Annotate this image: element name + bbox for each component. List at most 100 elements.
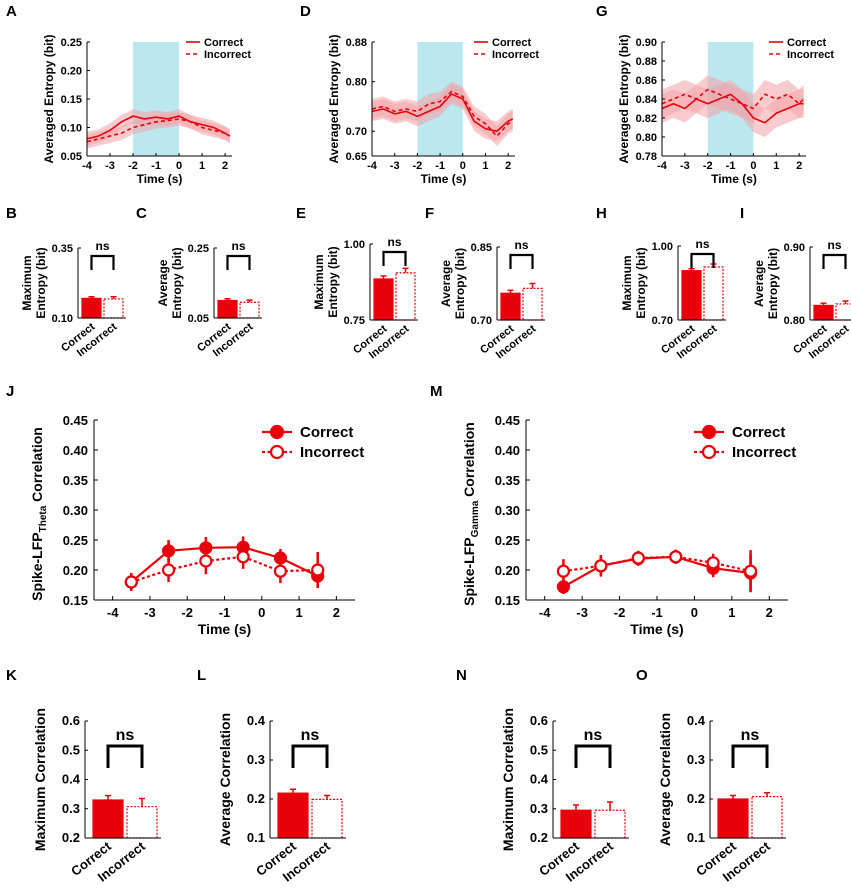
y-tick-label: 0.35 — [63, 473, 88, 488]
panel-label: C — [136, 205, 147, 222]
y-tick-label: 0.2 — [687, 791, 705, 806]
y-axis-title: Entropy (bit) — [766, 248, 780, 319]
y-tick-label: 0.3 — [530, 801, 548, 816]
y-tick-label: 0.65 — [346, 151, 367, 163]
bar-correct — [92, 799, 124, 839]
significance-bracket — [822, 253, 847, 269]
significance-label: ns — [514, 238, 528, 252]
x-tick-label: 2 — [222, 160, 228, 172]
bar-incorrect — [311, 798, 343, 839]
x-tick-label: 2 — [766, 605, 773, 620]
data-point-incorrect — [631, 551, 645, 565]
y-axis-title: Entropy (bit) — [326, 246, 340, 317]
y-tick-label: 0.05 — [188, 313, 209, 325]
series-line-incorrect — [130, 555, 318, 584]
x-tick-label: -4 — [367, 160, 378, 172]
significance-bracket — [291, 744, 329, 768]
panel-label: F — [425, 205, 434, 222]
x-tick-label: 1 — [295, 605, 302, 620]
y-tick-label: 0.4 — [247, 713, 266, 728]
y-tick-label: 0.2 — [62, 830, 80, 845]
bar-incorrect — [835, 303, 851, 321]
significance-label: ns — [116, 727, 135, 744]
y-axis-title-tail: Correlation — [461, 422, 477, 501]
panel-label: M — [430, 383, 443, 400]
bar-correct — [373, 278, 394, 321]
y-tick-label: 0.45 — [495, 413, 520, 428]
data-point-incorrect — [669, 550, 683, 564]
panel-label: A — [6, 3, 17, 20]
data-point-correct — [199, 541, 213, 555]
y-tick-label: 0.85 — [471, 242, 492, 254]
bar-incorrect — [239, 301, 260, 319]
panel-g: G -4 -3 -2 -1 0 1 2 0.78 0.80 0.82 0.84 0.86 0.88 0.90… — [596, 3, 834, 186]
y-tick-label: 0.70 — [471, 315, 492, 327]
x-tick-label: 2 — [505, 160, 511, 172]
significance-label: ns — [695, 237, 709, 251]
y-axis-title: Maximum Correlation — [500, 708, 516, 851]
significance-bracket — [226, 254, 251, 270]
series-line-correct — [130, 546, 319, 583]
series-line-correct — [661, 93, 804, 124]
legend-marker-incorrect — [701, 444, 717, 460]
x-axis-title: Time (s) — [630, 621, 683, 637]
y-tick-label: 0.75 — [344, 315, 365, 327]
x-tick-label: -3 — [144, 605, 156, 620]
data-point-correct — [273, 551, 288, 565]
significance-bracket — [690, 252, 715, 268]
x-axis-title: Time (s) — [198, 621, 251, 637]
y-tick-label: 0.20 — [495, 563, 520, 578]
y-axis-title: Averaged Entropy (bit) — [327, 35, 341, 164]
bar-incorrect — [751, 796, 783, 839]
x-tick-label: -2 — [181, 605, 193, 620]
legend-label-incorrect: Incorrect — [787, 49, 834, 61]
y-axis-title: Entropy (bit) — [170, 247, 184, 318]
legend-label-incorrect: Incorrect — [300, 444, 364, 461]
panel-label: I — [740, 205, 744, 222]
series-line-correct — [562, 555, 751, 588]
series-line-incorrect — [371, 90, 514, 138]
panel-k: KCorrectIncorrect0.20.30.40.50.6Maximum … — [6, 667, 161, 885]
x-tick-label: -1 — [651, 605, 663, 620]
significance-bracket — [574, 744, 612, 768]
bar-correct — [277, 792, 309, 839]
y-tick-label: 0.80 — [346, 77, 367, 89]
y-tick-label: 0.6 — [530, 713, 548, 728]
y-tick-label: 0.45 — [63, 413, 88, 428]
x-tick-label: -1 — [435, 160, 445, 172]
bar-correct — [813, 304, 834, 321]
y-tick-label: 0.70 — [652, 315, 673, 327]
bar-correct — [217, 299, 238, 319]
x-tick-label: -4 — [82, 160, 93, 172]
y-tick-label: 0.15 — [61, 94, 82, 106]
y-tick-label: 0.15 — [495, 593, 520, 608]
x-tick-label: 0 — [176, 160, 182, 172]
y-axis-title: Average Correlation — [657, 713, 673, 846]
series-line-correct — [86, 115, 231, 140]
x-tick-label: 2 — [333, 605, 340, 620]
x-tick-label: -4 — [107, 605, 119, 620]
x-tick-label: 1 — [728, 605, 735, 620]
y-axis-title-main: Spike-LFP — [29, 532, 45, 600]
y-tick-label: 0.90 — [784, 242, 805, 254]
data-point-incorrect — [594, 559, 608, 573]
x-axis-title: Time (s) — [421, 172, 467, 186]
x-axis-title: Time (s) — [711, 172, 757, 186]
legend-label-correct: Correct — [300, 424, 353, 441]
y-tick-label: 1.00 — [652, 241, 673, 253]
y-tick-label: 0.2 — [530, 830, 548, 845]
series-line-correct — [371, 93, 514, 133]
y-tick-label: 0.88 — [636, 56, 657, 68]
y-tick-label: 0.4 — [687, 713, 706, 728]
data-point-incorrect — [199, 554, 213, 568]
x-tick-label: -3 — [576, 605, 588, 620]
legend-marker-correct — [269, 424, 285, 440]
significance-label: ns — [95, 239, 109, 253]
x-axis-title: Time (s) — [137, 172, 183, 186]
